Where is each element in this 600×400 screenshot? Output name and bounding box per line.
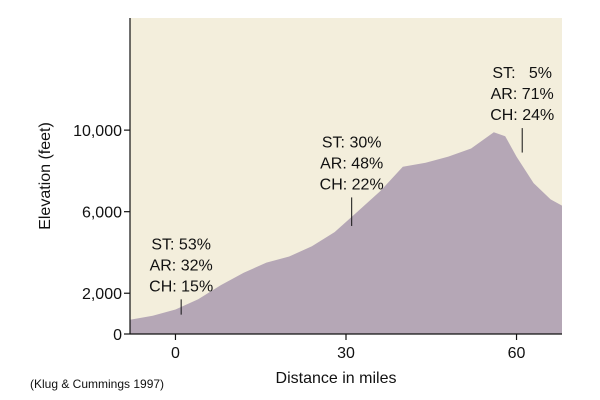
y-tick-label: 0: [113, 327, 122, 344]
annotations: ST: 53% AR: 32% CH: 15% ST: 30% AR: 48% CH: 2…: [149, 65, 554, 315]
x-axis-title: Distance in miles: [276, 370, 397, 387]
annotation-text: AR: 32%: [150, 257, 213, 274]
annotation-text: CH: 22%: [320, 176, 384, 193]
y-tick-label: 6,000: [82, 205, 122, 222]
y-tick-label: 10,000: [73, 123, 122, 140]
elevation-area: [130, 132, 562, 334]
y-ticks: 0 2,000 6,000 10,000: [73, 123, 130, 344]
annotation-text: ST: 30%: [322, 134, 382, 151]
source-citation: (Klug & Cummings 1997): [30, 377, 164, 391]
annotation-text: AR: 71%: [491, 86, 554, 103]
annotation-text: CH: 24%: [490, 107, 554, 124]
annotation-text: ST: 53%: [151, 236, 211, 253]
x-tick-label: 0: [171, 345, 180, 362]
x-tick-label: 30: [337, 345, 355, 362]
y-axis-title: Elevation (feet): [37, 122, 54, 230]
x-tick-label: 60: [508, 345, 526, 362]
annotation-text: ST: 5%: [492, 65, 552, 82]
annotation-text: CH: 15%: [149, 278, 213, 295]
x-ticks: 0 30 60: [171, 334, 526, 362]
y-tick-label: 2,000: [82, 286, 122, 303]
annotation-text: AR: 48%: [320, 155, 383, 172]
